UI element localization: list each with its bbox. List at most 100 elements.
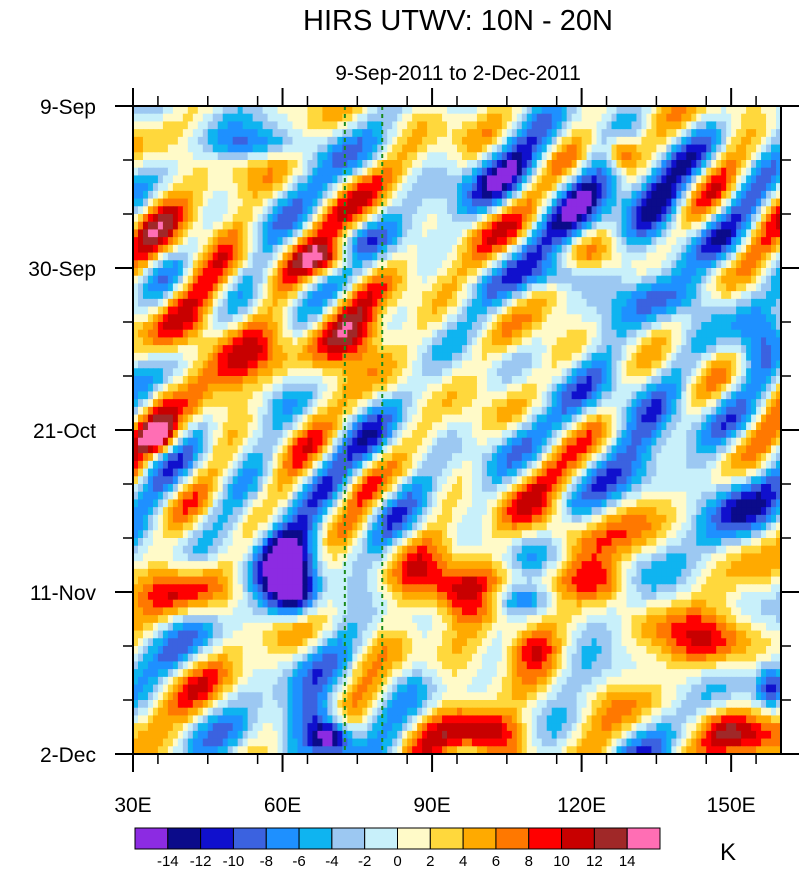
heatmap-cell — [352, 106, 358, 115]
heatmap-cell — [327, 260, 333, 269]
heatmap-cell — [511, 144, 518, 153]
heatmap-cell — [457, 345, 463, 354]
heatmap-cell — [187, 275, 194, 285]
heatmap-cell — [506, 190, 513, 200]
heatmap-cell — [721, 190, 727, 200]
heatmap-cell — [596, 113, 603, 123]
heatmap-cell — [586, 152, 593, 161]
heatmap-cell — [192, 329, 199, 339]
heatmap-cell — [402, 136, 408, 146]
heatmap-cell — [661, 175, 667, 184]
heatmap-cell — [646, 244, 652, 254]
heatmap-cell — [476, 368, 483, 377]
heatmap-cell — [746, 275, 752, 285]
heatmap-cell — [267, 399, 274, 408]
heatmap-cell — [561, 175, 568, 184]
heatmap-cell — [447, 237, 453, 246]
heatmap-cell — [721, 221, 727, 231]
heatmap-cell — [162, 283, 169, 292]
heatmap-cell — [686, 183, 692, 192]
heatmap-cell — [761, 167, 767, 177]
heatmap-cell — [397, 229, 403, 238]
heatmap-cell — [397, 314, 403, 323]
heatmap-cell — [566, 360, 573, 369]
heatmap-cell — [561, 268, 568, 277]
heatmap-cell — [133, 206, 139, 215]
heatmap-cell — [711, 391, 717, 400]
heatmap-cell — [392, 306, 398, 315]
heatmap-cell — [427, 221, 433, 231]
heatmap-cell — [142, 106, 149, 115]
heatmap-cell — [531, 345, 538, 354]
heatmap-cell — [427, 314, 433, 323]
heatmap-cell — [202, 113, 209, 123]
heatmap-cell — [626, 345, 633, 354]
heatmap-cell — [601, 383, 608, 393]
heatmap-cell — [466, 183, 473, 192]
heatmap-cell — [731, 252, 737, 261]
heatmap-cell — [506, 391, 513, 400]
heatmap-cell — [576, 283, 583, 292]
heatmap-cell — [706, 160, 712, 169]
heatmap-cell — [452, 198, 458, 207]
heatmap-cell — [751, 221, 757, 231]
heatmap-cell — [457, 144, 463, 153]
heatmap-cell — [147, 306, 154, 315]
heatmap-cell — [751, 275, 757, 285]
heatmap-cell — [651, 229, 657, 238]
heatmap-cell — [422, 198, 428, 207]
heatmap-cell — [536, 322, 543, 331]
heatmap-cell — [162, 306, 169, 315]
heatmap-cell — [641, 283, 648, 292]
heatmap-cell — [257, 167, 264, 177]
heatmap-cell — [501, 136, 508, 146]
heatmap-cell — [372, 399, 378, 408]
heatmap-cell — [731, 152, 737, 161]
heatmap-cell — [536, 221, 543, 231]
heatmap-cell — [257, 360, 264, 369]
heatmap-cell — [716, 221, 722, 231]
heatmap-cell — [571, 221, 578, 231]
heatmap-cell — [516, 160, 523, 169]
heatmap-cell — [541, 136, 548, 146]
heatmap-cell — [576, 129, 583, 138]
heatmap-cell — [776, 298, 782, 308]
heatmap-cell — [496, 221, 503, 231]
heatmap-cell — [337, 206, 343, 215]
heatmap-cell — [447, 160, 453, 169]
heatmap-cell — [511, 337, 518, 346]
heatmap-cell — [761, 214, 767, 223]
heatmap-cell — [741, 160, 747, 169]
heatmap-cell — [342, 283, 348, 292]
heatmap-cell — [407, 214, 413, 223]
heatmap-cell — [691, 167, 697, 177]
heatmap-cell — [152, 298, 159, 308]
heatmap-cell — [332, 136, 338, 146]
heatmap-cell — [761, 160, 767, 169]
heatmap-cell — [262, 268, 269, 277]
heatmap-cell — [142, 283, 149, 292]
heatmap-cell — [631, 113, 638, 123]
heatmap-cell — [706, 329, 712, 339]
heatmap-cell — [536, 244, 543, 254]
heatmap-cell — [756, 190, 762, 200]
heatmap-cell — [666, 221, 672, 231]
heatmap-cell — [621, 121, 628, 130]
heatmap-cell — [491, 291, 498, 300]
heatmap-cell — [237, 229, 244, 238]
heatmap-cell — [192, 221, 199, 231]
heatmap-cell — [237, 129, 244, 138]
heatmap-cell — [736, 214, 742, 223]
heatmap-cell — [212, 283, 219, 292]
heatmap-cell — [536, 283, 543, 292]
heatmap-cell — [133, 314, 139, 323]
heatmap-cell — [461, 260, 468, 269]
heatmap-cell — [277, 206, 284, 215]
heatmap-cell — [751, 244, 757, 254]
heatmap-cell — [671, 329, 677, 339]
heatmap-cell — [701, 206, 707, 215]
heatmap-cell — [382, 237, 388, 246]
heatmap-cell — [267, 298, 274, 308]
heatmap-cell — [182, 268, 189, 277]
heatmap-cell — [397, 306, 403, 315]
